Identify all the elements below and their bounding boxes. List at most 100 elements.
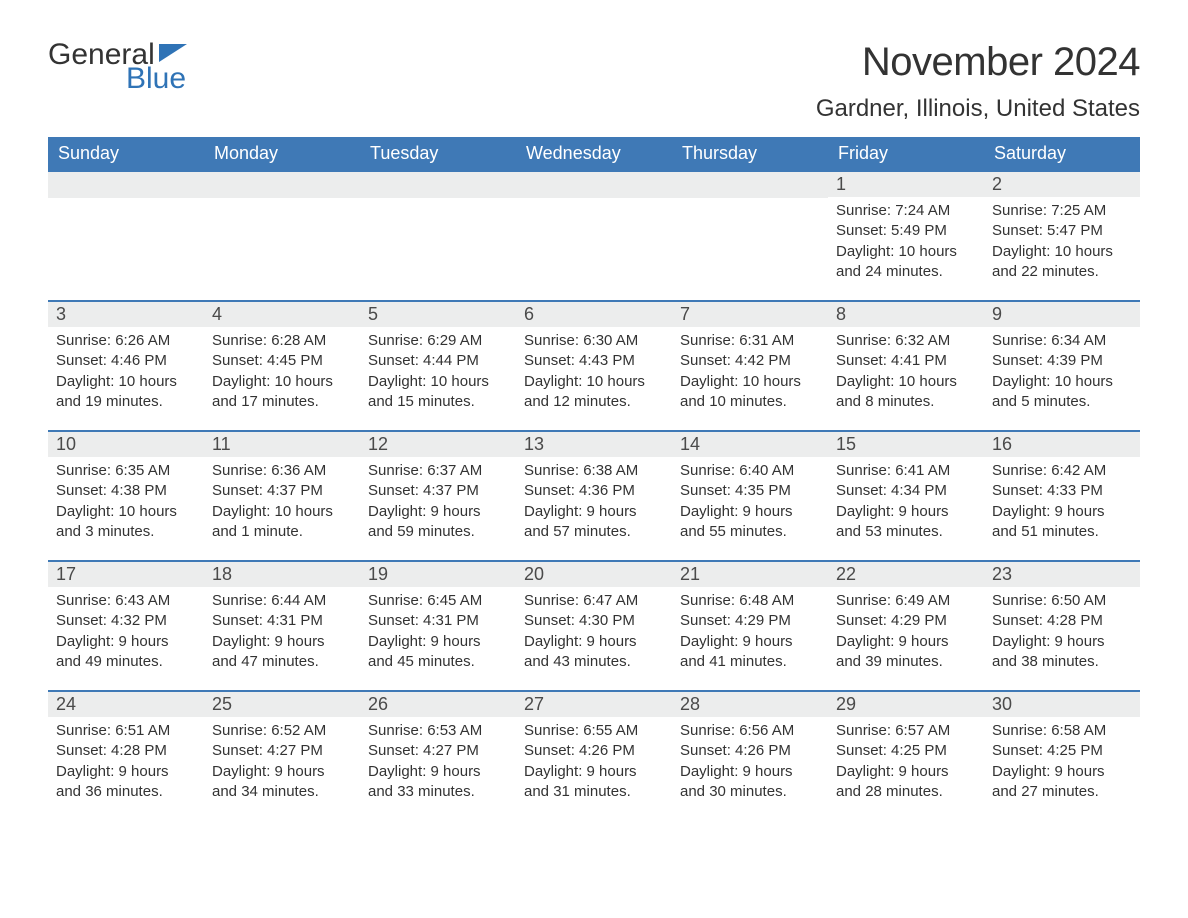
sunrise-text: Sunrise: 6:36 AM xyxy=(212,461,352,481)
day-body: Sunrise: 6:45 AMSunset: 4:31 PMDaylight:… xyxy=(360,587,516,680)
daylight-text-1: Daylight: 10 hours xyxy=(524,372,664,392)
sunset-text: Sunset: 4:34 PM xyxy=(836,481,976,501)
day-body: Sunrise: 6:42 AMSunset: 4:33 PMDaylight:… xyxy=(984,457,1140,550)
day-cell: 8Sunrise: 6:32 AMSunset: 4:41 PMDaylight… xyxy=(828,302,984,430)
daylight-text-1: Daylight: 10 hours xyxy=(56,372,196,392)
daylight-text-2: and 43 minutes. xyxy=(524,652,664,672)
day-body: Sunrise: 6:43 AMSunset: 4:32 PMDaylight:… xyxy=(48,587,204,680)
week-row: 3Sunrise: 6:26 AMSunset: 4:46 PMDaylight… xyxy=(48,300,1140,430)
month-title: November 2024 xyxy=(816,40,1140,85)
daylight-text-2: and 31 minutes. xyxy=(524,782,664,802)
day-number: 10 xyxy=(48,432,204,457)
calendar: SundayMondayTuesdayWednesdayThursdayFrid… xyxy=(48,137,1140,820)
daylight-text-2: and 38 minutes. xyxy=(992,652,1132,672)
sunrise-text: Sunrise: 6:55 AM xyxy=(524,721,664,741)
logo-triangle-icon xyxy=(159,44,187,62)
day-cell: 22Sunrise: 6:49 AMSunset: 4:29 PMDayligh… xyxy=(828,562,984,690)
week-row: 17Sunrise: 6:43 AMSunset: 4:32 PMDayligh… xyxy=(48,560,1140,690)
daylight-text-2: and 24 minutes. xyxy=(836,262,976,282)
sunset-text: Sunset: 4:26 PM xyxy=(680,741,820,761)
weekday-header-cell: Thursday xyxy=(672,137,828,170)
day-number: 14 xyxy=(672,432,828,457)
daylight-text-1: Daylight: 10 hours xyxy=(836,242,976,262)
sunrise-text: Sunrise: 6:52 AM xyxy=(212,721,352,741)
sunrise-text: Sunrise: 7:24 AM xyxy=(836,201,976,221)
day-body: Sunrise: 6:34 AMSunset: 4:39 PMDaylight:… xyxy=(984,327,1140,420)
daylight-text-1: Daylight: 9 hours xyxy=(56,762,196,782)
sunrise-text: Sunrise: 6:44 AM xyxy=(212,591,352,611)
sunset-text: Sunset: 4:46 PM xyxy=(56,351,196,371)
daylight-text-2: and 27 minutes. xyxy=(992,782,1132,802)
day-number: 16 xyxy=(984,432,1140,457)
daylight-text-1: Daylight: 9 hours xyxy=(368,502,508,522)
weekday-header-cell: Saturday xyxy=(984,137,1140,170)
sunset-text: Sunset: 4:28 PM xyxy=(992,611,1132,631)
day-body: Sunrise: 6:44 AMSunset: 4:31 PMDaylight:… xyxy=(204,587,360,680)
day-cell: 29Sunrise: 6:57 AMSunset: 4:25 PMDayligh… xyxy=(828,692,984,820)
sunset-text: Sunset: 4:39 PM xyxy=(992,351,1132,371)
daylight-text-2: and 41 minutes. xyxy=(680,652,820,672)
sunrise-text: Sunrise: 6:57 AM xyxy=(836,721,976,741)
day-number: 17 xyxy=(48,562,204,587)
day-cell: 17Sunrise: 6:43 AMSunset: 4:32 PMDayligh… xyxy=(48,562,204,690)
sunrise-text: Sunrise: 6:49 AM xyxy=(836,591,976,611)
daylight-text-2: and 30 minutes. xyxy=(680,782,820,802)
sunset-text: Sunset: 4:37 PM xyxy=(212,481,352,501)
day-body: Sunrise: 6:31 AMSunset: 4:42 PMDaylight:… xyxy=(672,327,828,420)
daylight-text-2: and 36 minutes. xyxy=(56,782,196,802)
day-body: Sunrise: 6:53 AMSunset: 4:27 PMDaylight:… xyxy=(360,717,516,810)
sunset-text: Sunset: 4:45 PM xyxy=(212,351,352,371)
day-cell: 16Sunrise: 6:42 AMSunset: 4:33 PMDayligh… xyxy=(984,432,1140,560)
day-number xyxy=(204,172,360,198)
daylight-text-2: and 12 minutes. xyxy=(524,392,664,412)
day-body: Sunrise: 6:32 AMSunset: 4:41 PMDaylight:… xyxy=(828,327,984,420)
day-cell: 27Sunrise: 6:55 AMSunset: 4:26 PMDayligh… xyxy=(516,692,672,820)
day-cell: 12Sunrise: 6:37 AMSunset: 4:37 PMDayligh… xyxy=(360,432,516,560)
weekday-header-cell: Sunday xyxy=(48,137,204,170)
sunset-text: Sunset: 4:41 PM xyxy=(836,351,976,371)
day-body: Sunrise: 6:47 AMSunset: 4:30 PMDaylight:… xyxy=(516,587,672,680)
daylight-text-2: and 22 minutes. xyxy=(992,262,1132,282)
daylight-text-1: Daylight: 9 hours xyxy=(836,632,976,652)
daylight-text-1: Daylight: 9 hours xyxy=(680,502,820,522)
daylight-text-1: Daylight: 10 hours xyxy=(992,242,1132,262)
day-body: Sunrise: 6:48 AMSunset: 4:29 PMDaylight:… xyxy=(672,587,828,680)
day-number: 11 xyxy=(204,432,360,457)
daylight-text-2: and 15 minutes. xyxy=(368,392,508,412)
day-number xyxy=(672,172,828,198)
daylight-text-2: and 49 minutes. xyxy=(56,652,196,672)
day-number: 24 xyxy=(48,692,204,717)
daylight-text-1: Daylight: 9 hours xyxy=(56,632,196,652)
weekday-header-cell: Friday xyxy=(828,137,984,170)
sunrise-text: Sunrise: 6:40 AM xyxy=(680,461,820,481)
day-number: 25 xyxy=(204,692,360,717)
daylight-text-1: Daylight: 10 hours xyxy=(212,372,352,392)
location-label: Gardner, Illinois, United States xyxy=(816,95,1140,123)
day-body: Sunrise: 6:56 AMSunset: 4:26 PMDaylight:… xyxy=(672,717,828,810)
day-cell: 21Sunrise: 6:48 AMSunset: 4:29 PMDayligh… xyxy=(672,562,828,690)
sunrise-text: Sunrise: 7:25 AM xyxy=(992,201,1132,221)
day-cell xyxy=(672,172,828,300)
logo: General Blue xyxy=(48,40,187,94)
weekday-header-cell: Monday xyxy=(204,137,360,170)
daylight-text-2: and 3 minutes. xyxy=(56,522,196,542)
daylight-text-1: Daylight: 10 hours xyxy=(212,502,352,522)
day-body: Sunrise: 6:49 AMSunset: 4:29 PMDaylight:… xyxy=(828,587,984,680)
day-body xyxy=(204,198,360,210)
sunset-text: Sunset: 5:47 PM xyxy=(992,221,1132,241)
daylight-text-2: and 45 minutes. xyxy=(368,652,508,672)
daylight-text-1: Daylight: 10 hours xyxy=(836,372,976,392)
day-body: Sunrise: 6:35 AMSunset: 4:38 PMDaylight:… xyxy=(48,457,204,550)
day-body: Sunrise: 6:51 AMSunset: 4:28 PMDaylight:… xyxy=(48,717,204,810)
sunrise-text: Sunrise: 6:48 AM xyxy=(680,591,820,611)
day-number: 5 xyxy=(360,302,516,327)
day-body: Sunrise: 7:25 AMSunset: 5:47 PMDaylight:… xyxy=(984,197,1140,290)
sunset-text: Sunset: 5:49 PM xyxy=(836,221,976,241)
day-cell: 28Sunrise: 6:56 AMSunset: 4:26 PMDayligh… xyxy=(672,692,828,820)
sunrise-text: Sunrise: 6:56 AM xyxy=(680,721,820,741)
day-body xyxy=(516,198,672,210)
day-cell xyxy=(48,172,204,300)
day-body: Sunrise: 6:38 AMSunset: 4:36 PMDaylight:… xyxy=(516,457,672,550)
daylight-text-1: Daylight: 9 hours xyxy=(992,632,1132,652)
sunset-text: Sunset: 4:42 PM xyxy=(680,351,820,371)
